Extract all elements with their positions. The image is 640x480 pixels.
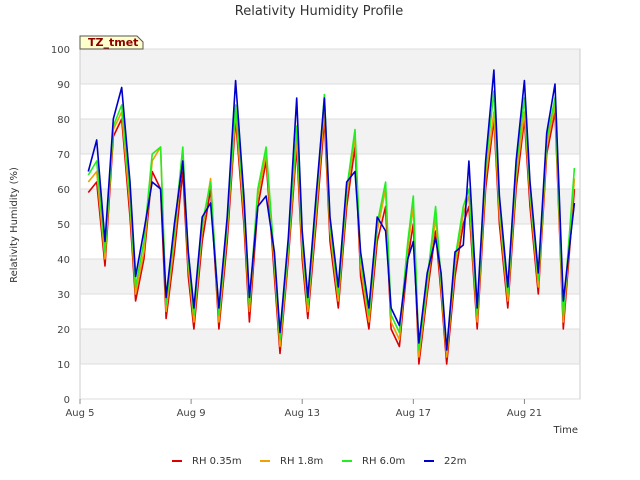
y-tick-label: 20 — [57, 325, 70, 336]
y-axis-ticks: 0 10 20 30 40 50 60 70 80 90 100 — [51, 45, 70, 406]
x-tick-label: Aug 17 — [396, 408, 431, 419]
legend-label: RH 6.0m — [362, 456, 405, 467]
x-tick-label: Aug 5 — [65, 408, 94, 419]
y-tick-label: 50 — [57, 220, 70, 231]
legend-label: RH 1.8m — [280, 456, 323, 467]
badge-label: TZ_tmet — [88, 36, 138, 49]
badge-box — [79, 35, 144, 50]
station-badge: TZ_tmet — [79, 35, 144, 50]
band — [80, 49, 580, 84]
series-line — [87, 111, 576, 365]
y-tick-label: 80 — [57, 115, 70, 126]
y-axis-label: Relativity Humidity (%) — [9, 167, 20, 283]
x-axis-label: Time — [553, 425, 578, 436]
chart-title: Relativity Humidity Profile — [235, 4, 403, 19]
y-tick-label: 90 — [57, 80, 70, 91]
band — [80, 119, 580, 154]
x-tick-label: Aug 21 — [507, 408, 542, 419]
legend-label: 22m — [444, 456, 466, 467]
legend-label: RH 0.35m — [192, 456, 242, 467]
x-tick-label: Aug 13 — [285, 408, 320, 419]
series-line — [87, 69, 576, 351]
x-tick-label: Aug 9 — [177, 408, 206, 419]
y-tick-label: 0 — [64, 395, 70, 406]
y-tick-label: 100 — [51, 45, 70, 56]
band — [80, 329, 580, 364]
y-tick-label: 70 — [57, 150, 70, 161]
y-tick-label: 60 — [57, 185, 70, 196]
series-line — [87, 104, 576, 358]
legend: RH 0.35m RH 1.8m RH 6.0m 22m — [172, 456, 466, 467]
y-tick-label: 30 — [57, 290, 70, 301]
y-tick-label: 40 — [57, 255, 70, 266]
x-axis-ticks: Aug 5 Aug 9 Aug 13 Aug 17 Aug 21 — [65, 399, 542, 419]
series-lines — [87, 69, 576, 365]
y-tick-label: 10 — [57, 360, 70, 371]
